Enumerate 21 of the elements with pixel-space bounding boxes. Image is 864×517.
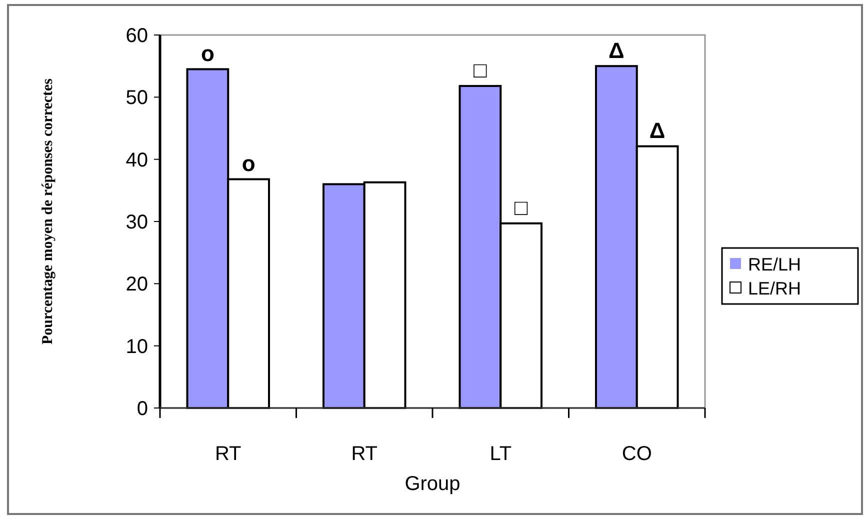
annotation: Δ bbox=[608, 38, 624, 63]
x-axis-title: Group bbox=[404, 473, 460, 495]
y-tick-label: 10 bbox=[126, 336, 148, 358]
annotation: o bbox=[242, 150, 256, 176]
annotation: Δ bbox=[649, 118, 666, 143]
y-tick-label: 30 bbox=[126, 212, 148, 234]
legend-label: RE/LH bbox=[748, 254, 802, 274]
y-tick-label: 60 bbox=[126, 25, 148, 47]
legend-label: LE/RH bbox=[748, 278, 802, 298]
x-tick-label: CO bbox=[622, 443, 652, 465]
y-axis-title: Pourcentage moyen de réponses correctes bbox=[40, 78, 56, 345]
y-tick-label: 50 bbox=[126, 87, 148, 110]
x-tick-label: RT bbox=[214, 443, 242, 465]
x-tick-label: LT bbox=[490, 443, 512, 465]
y-tick-label: 20 bbox=[126, 274, 148, 296]
annotation: o bbox=[200, 40, 214, 66]
y-tick-label: 40 bbox=[126, 149, 148, 172]
annotation: □ bbox=[474, 58, 488, 83]
x-tick-label: RT bbox=[351, 443, 378, 465]
y-tick-label: 0 bbox=[136, 398, 148, 420]
annotation: □ bbox=[514, 195, 528, 220]
